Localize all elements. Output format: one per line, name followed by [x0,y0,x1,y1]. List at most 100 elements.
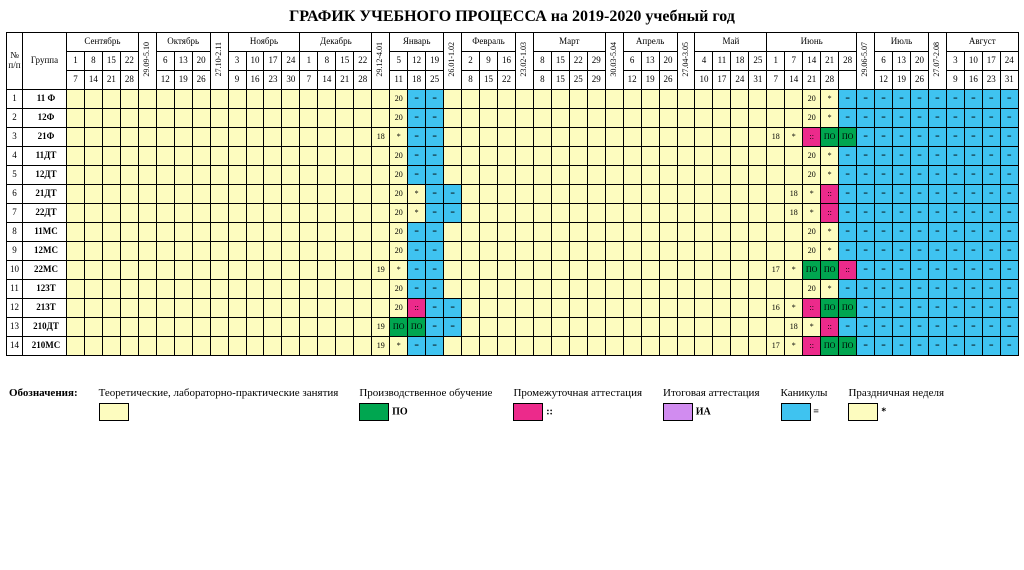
week-cell: :: [803,128,821,147]
week-cell [695,242,713,261]
week-cell [246,299,264,318]
week-cell [731,280,749,299]
week-cell [605,337,623,356]
week-cell [659,280,677,299]
week-cell: 20 [803,280,821,299]
week-cell [300,299,318,318]
week-cell [444,261,462,280]
week-cell: :: [803,299,821,318]
week-cell: = [857,280,875,299]
week-cell [587,318,605,337]
group-row: 411ДТ20==20*========== [7,147,1019,166]
week-cell [641,280,659,299]
week-cell [587,280,605,299]
week-cell [336,128,354,147]
date-top: 22 [354,52,372,71]
week-cell: = [875,109,893,128]
week-separator: 30.03-5.04 [605,33,623,90]
week-cell: = [893,261,911,280]
week-cell [210,242,228,261]
week-cell: = [839,318,857,337]
date-bot: 7 [767,71,785,90]
week-cell [462,318,480,337]
week-cell [569,90,587,109]
week-cell: * [785,128,803,147]
week-cell: = [408,128,426,147]
date-top: 1 [67,52,85,71]
week-cell [246,109,264,128]
week-cell [264,128,282,147]
week-cell [605,185,623,204]
week-cell [677,185,695,204]
date-top: 3 [228,52,246,71]
week-cell [318,185,336,204]
week-cell [677,280,695,299]
week-cell [713,223,731,242]
week-cell [120,204,138,223]
week-cell [300,318,318,337]
week-cell: * [390,261,408,280]
week-cell [174,280,192,299]
week-cell: = [928,166,946,185]
week-cell [569,109,587,128]
week-cell: = [910,90,928,109]
week-cell [641,109,659,128]
week-cell [695,223,713,242]
week-cell: = [408,166,426,185]
week-cell: :: [839,261,857,280]
week-cell: = [875,299,893,318]
date-bot: 14 [785,71,803,90]
week-cell [102,128,120,147]
week-cell [210,90,228,109]
week-cell [515,337,533,356]
week-cell [731,223,749,242]
week-cell [551,299,569,318]
week-cell: 20 [390,280,408,299]
week-cell [84,299,102,318]
week-cell [318,204,336,223]
week-cell: = [875,147,893,166]
week-cell: = [1000,128,1018,147]
group-row: 212Ф20==20*========== [7,109,1019,128]
week-cell [282,147,300,166]
date-top: 28 [839,52,857,71]
week-cell [749,109,767,128]
date-top: 6 [623,52,641,71]
week-cell: :: [821,185,839,204]
week-cell [174,166,192,185]
week-cell [749,280,767,299]
week-cell [156,109,174,128]
week-cell [515,147,533,166]
week-cell [336,185,354,204]
week-cell: = [964,185,982,204]
week-cell: = [408,147,426,166]
week-cell [731,299,749,318]
week-cell [497,185,515,204]
group-name: 11МС [23,223,67,242]
week-cell: = [964,337,982,356]
week-cell [192,223,210,242]
week-cell [246,147,264,166]
week-cell [156,299,174,318]
week-cell [228,337,246,356]
week-cell [354,223,372,242]
week-cell [605,261,623,280]
week-cell [785,242,803,261]
week-cell: = [893,109,911,128]
date-top: 24 [282,52,300,71]
week-cell [102,109,120,128]
week-cell [210,337,228,356]
week-cell [246,280,264,299]
week-cell [497,318,515,337]
week-cell [533,223,551,242]
week-cell [156,280,174,299]
week-cell [569,280,587,299]
week-cell [174,204,192,223]
week-cell [785,166,803,185]
date-top: 13 [174,52,192,71]
week-cell [354,242,372,261]
week-cell: * [390,128,408,147]
week-cell: = [928,204,946,223]
week-cell [264,261,282,280]
week-cell: = [1000,204,1018,223]
